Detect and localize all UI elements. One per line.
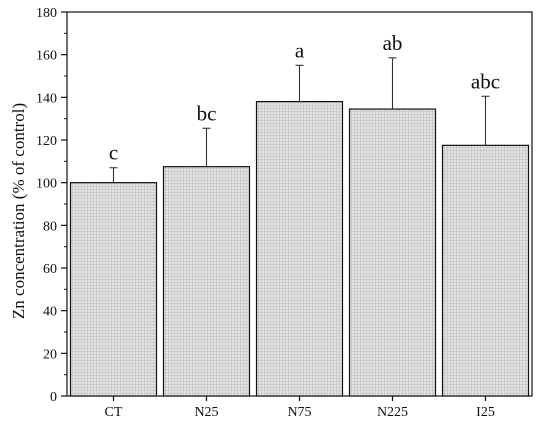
y-tick-label-120: 120: [36, 134, 57, 149]
y-tick-label-0: 0: [50, 390, 57, 405]
bar-N75: [255, 100, 344, 397]
y-tick-label-180: 180: [36, 6, 57, 21]
y-axis-label: Zn concentration (% of control): [9, 103, 28, 319]
y-tick-label-140: 140: [36, 91, 57, 106]
y-tick-label-160: 160: [36, 49, 57, 64]
significance-label-I25: abc: [471, 69, 500, 93]
bar-N25: [162, 166, 251, 397]
y-tick-label-80: 80: [43, 219, 57, 234]
bar-I25: [441, 144, 530, 397]
significance-label-N75: a: [295, 38, 305, 62]
x-tick-label-CT: CT: [105, 405, 123, 420]
y-tick-label-60: 60: [43, 262, 57, 277]
plot-area: 0 20 40 60 80 100 120 140 160 180 c CT bc N25 a N75 ab N2…: [36, 6, 533, 420]
y-tick-label-40: 40: [43, 305, 57, 320]
bar-CT: [69, 182, 158, 397]
y-tick-label-20: 20: [43, 347, 57, 362]
significance-label-N225: ab: [383, 31, 403, 55]
x-tick-label-N25: N25: [194, 405, 218, 420]
y-tick-label-100: 100: [36, 177, 57, 192]
bar-N225: [348, 108, 437, 397]
x-tick-label-I25: I25: [476, 405, 495, 420]
x-tick-label-N75: N75: [287, 405, 311, 420]
x-tick-label-N225: N225: [377, 405, 408, 420]
significance-label-N25: bc: [197, 101, 217, 125]
significance-label-CT: c: [109, 141, 118, 165]
